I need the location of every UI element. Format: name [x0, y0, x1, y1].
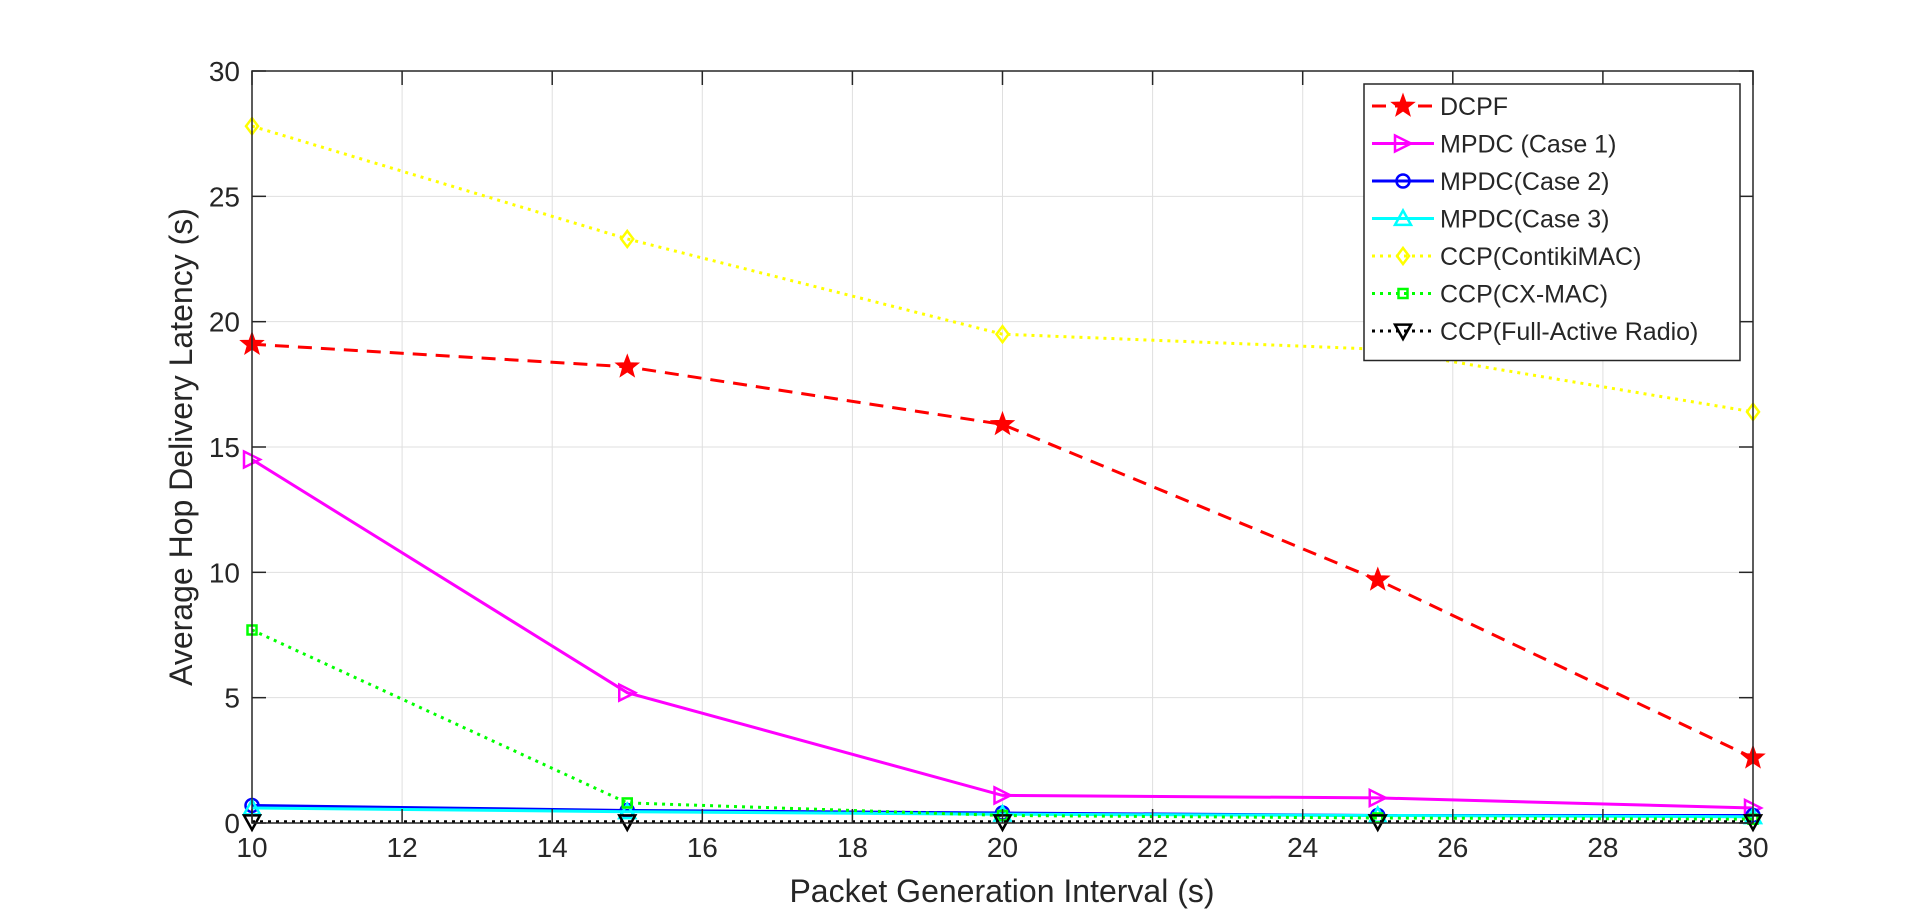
x-tick-label: 20	[987, 832, 1018, 863]
x-tick-label: 30	[1737, 832, 1768, 863]
legend-marker	[1392, 323, 1414, 342]
legend-marker	[1397, 287, 1409, 300]
legend-item: CCP(Full-Active Radio)	[1372, 318, 1698, 346]
legend-label: MPDC(Case 3)	[1440, 206, 1609, 234]
legend-label: CCP(ContikiMAC)	[1440, 243, 1641, 271]
legend-item: MPDC(Case 2)	[1372, 168, 1609, 196]
y-tick-label: 5	[224, 683, 240, 714]
tick-labels: 10 12 14 16 18 20 22 24 26 28 30 0 5 10 15 20 25 30	[209, 56, 1769, 863]
y-tick-label: 30	[209, 56, 240, 87]
legend-label: CCP(CX-MAC)	[1440, 281, 1608, 309]
y-tick-label: 20	[209, 307, 240, 338]
legend-label: MPDC(Case 2)	[1440, 168, 1609, 196]
data-point	[617, 801, 638, 820]
legend: DCPF MPDC (Case 1) MPDC(Case 2) MPDC(Case 3…	[1363, 83, 1741, 362]
x-tick-label: 18	[837, 832, 868, 863]
data-point	[621, 797, 633, 809]
y-tick-label: 25	[209, 181, 240, 212]
data-point	[1368, 787, 1389, 808]
series-line	[251, 458, 1754, 810]
legend-item: CCP(ContikiMAC)	[1372, 243, 1641, 271]
y-tick-label: 0	[224, 808, 240, 839]
legend-item: MPDC(Case 3)	[1372, 206, 1609, 234]
data-point	[614, 353, 641, 378]
legend-marker	[1392, 207, 1414, 227]
x-tick-label: 28	[1587, 832, 1618, 863]
series-line	[251, 124, 1754, 414]
x-tick-label: 10	[236, 832, 267, 863]
series-line	[251, 628, 1754, 821]
legend-marker	[1393, 133, 1414, 154]
tick-marks	[251, 70, 1754, 824]
legend-label: MPDC (Case 1)	[1440, 131, 1616, 159]
data-point	[994, 324, 1011, 345]
legend-item: DCPF	[1372, 92, 1508, 121]
y-tick-label: 15	[209, 432, 240, 463]
legend-marker	[1395, 245, 1411, 267]
legend-label: DCPF	[1440, 93, 1508, 121]
y-tick-label: 10	[209, 557, 240, 588]
legend-item: CCP(CX-MAC)	[1372, 281, 1608, 309]
x-tick-label: 26	[1437, 832, 1468, 863]
series-line	[251, 342, 1754, 760]
data-point	[1364, 566, 1391, 591]
data-point	[989, 410, 1016, 436]
legend-marker	[1395, 173, 1411, 189]
data-point	[618, 682, 639, 703]
legend-item: MPDC (Case 1)	[1372, 131, 1616, 159]
legend-box	[1363, 83, 1741, 362]
data-point	[619, 228, 635, 250]
x-tick-label: 12	[387, 832, 418, 863]
x-axis-label: Packet Generation Interval (s)	[789, 873, 1214, 909]
x-tick-label: 24	[1287, 832, 1318, 863]
x-tick-label: 16	[687, 832, 718, 863]
x-tick-label: 14	[537, 832, 568, 863]
legend-marker	[1390, 92, 1416, 117]
x-tick-label: 22	[1137, 832, 1168, 863]
y-axis-label: Average Hop Delivery Latency (s)	[163, 208, 199, 686]
data-point	[993, 785, 1014, 806]
legend-label: CCP(Full-Active Radio)	[1440, 318, 1698, 346]
